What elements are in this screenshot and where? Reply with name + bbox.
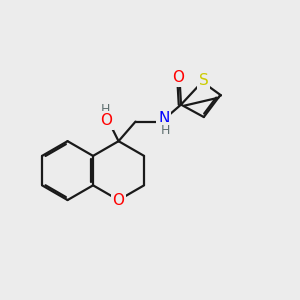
- Text: H: H: [101, 103, 111, 116]
- Text: O: O: [100, 113, 112, 128]
- Text: O: O: [172, 70, 184, 85]
- Text: N: N: [158, 111, 169, 126]
- Text: H: H: [160, 124, 170, 137]
- Text: O: O: [112, 193, 124, 208]
- Text: S: S: [199, 73, 208, 88]
